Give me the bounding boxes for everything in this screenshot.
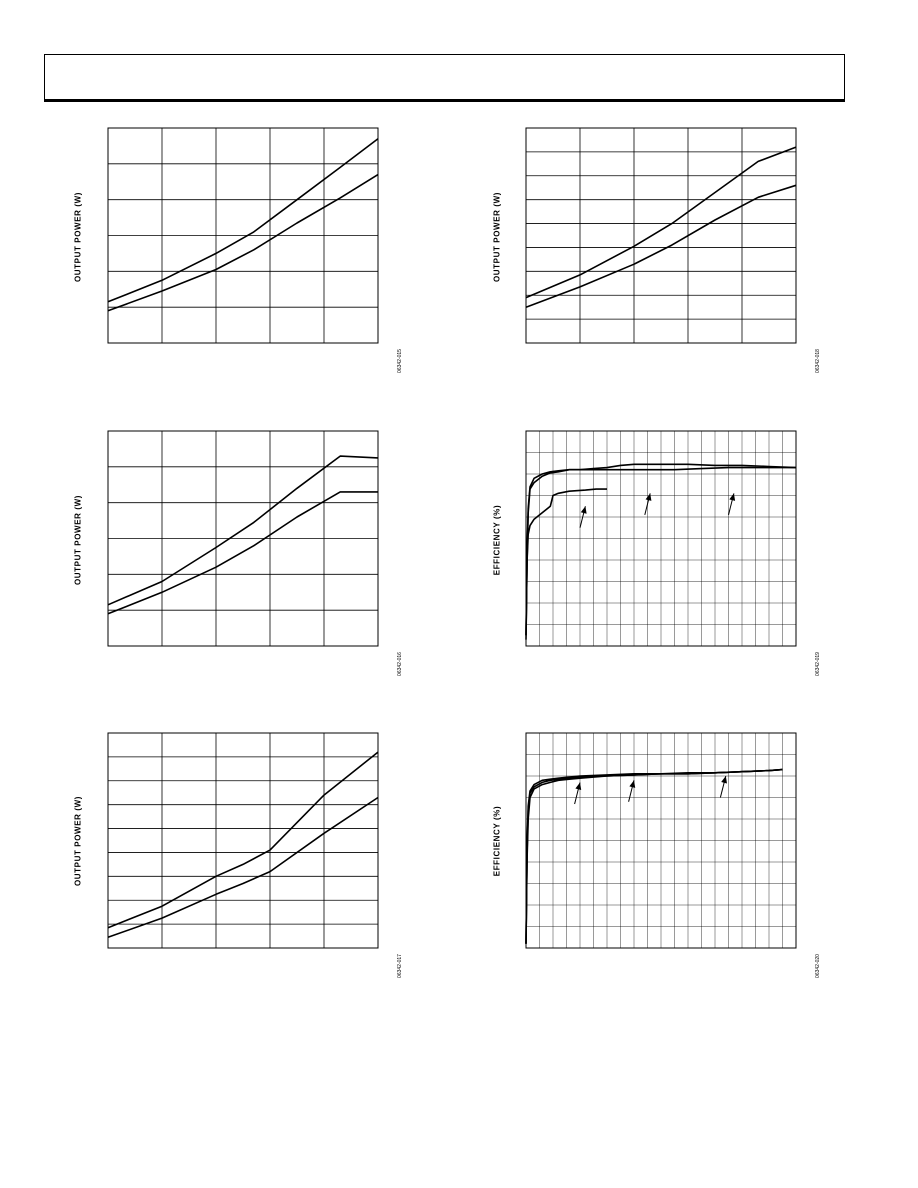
chart-3-output-power [107,430,379,647]
chart-4-figure-id: 06342-019 [815,652,821,676]
series-line-2 [107,491,378,615]
series-line-1 [107,455,379,606]
series-line-2 [107,796,379,939]
chart-6-figure-id: 06342-020 [815,954,821,978]
plot-frame [525,732,797,949]
annotation-arrowhead-2 [645,493,652,501]
plot-frame [107,732,379,949]
plot-frame [525,127,797,344]
chart-3-ylabel: OUTPUT POWER (W) [73,494,83,586]
chart-1-output-power [107,127,379,344]
plot-frame [107,430,379,647]
chart-6-ylabel: EFFICIENCY (%) [492,805,502,877]
annotation-arrowhead-3 [721,776,728,784]
annotation-arrowhead-2 [629,780,636,788]
chart-6-efficiency [525,732,797,949]
chart-5-ylabel: OUTPUT POWER (W) [73,795,83,887]
chart-4-ylabel: EFFICIENCY (%) [492,504,502,576]
annotation-arrowhead-1 [575,782,582,790]
series-line-1 [107,138,379,303]
chart-2-figure-id: 06342-018 [815,349,821,373]
annotation-arrowhead-1 [580,506,587,514]
chart-5-figure-id: 06342-017 [397,954,403,978]
series-line-1 [525,146,797,299]
page-header-frame [44,54,845,102]
plot-frame [107,127,379,344]
series-line-3 [525,488,607,636]
chart-1-figure-id: 06342-015 [397,349,403,373]
chart-2-ylabel: OUTPUT POWER (W) [492,191,502,283]
series-line-1 [525,768,783,944]
series-line-3 [525,768,783,944]
chart-1-ylabel: OUTPUT POWER (W) [73,191,83,283]
series-line-2 [525,768,783,944]
series-line-2 [107,173,379,312]
series-line-2 [525,184,797,308]
series-line-1 [107,751,379,929]
chart-2-output-power [525,127,797,344]
chart-3-figure-id: 06342-016 [397,652,403,676]
plot-frame [525,430,797,647]
annotation-arrowhead-3 [729,493,736,501]
series-line-2 [525,466,796,636]
chart-4-efficiency [525,430,797,647]
chart-5-output-power [107,732,379,949]
